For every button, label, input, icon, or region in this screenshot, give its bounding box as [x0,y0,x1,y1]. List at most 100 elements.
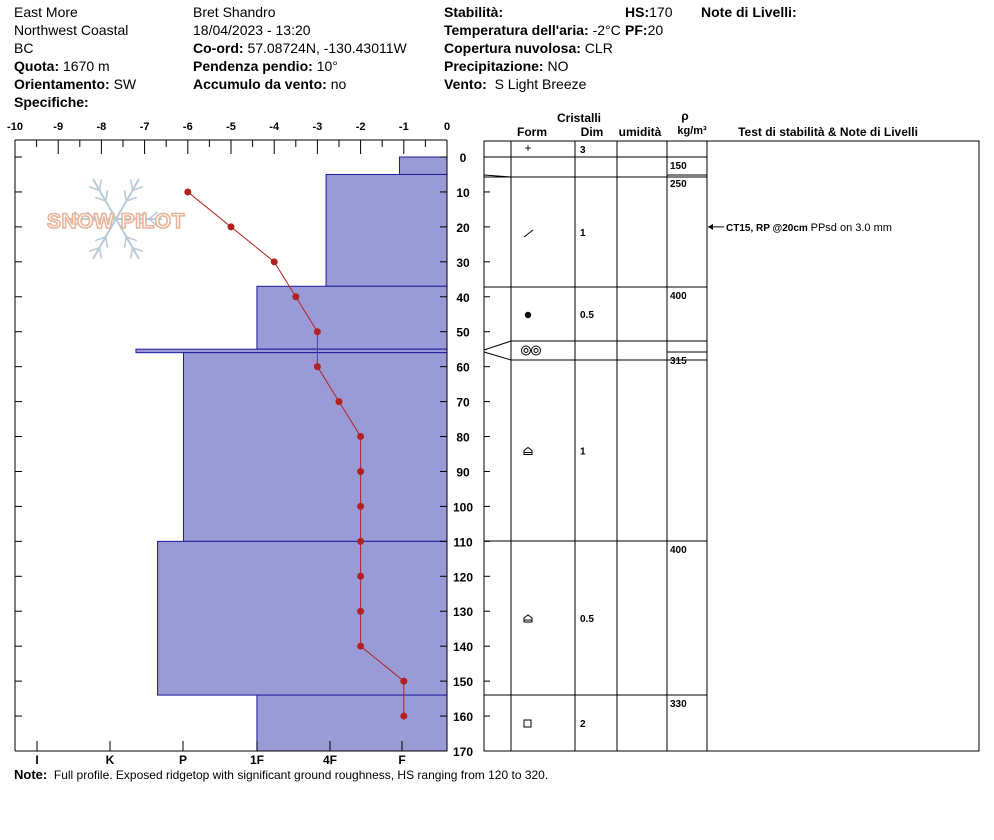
cloud-row: Copertura nuvolosa: CLR [444,40,613,56]
snowflake-branch [86,211,96,220]
hardness-bar [135,348,448,354]
hs-row: HS:170 [625,4,673,20]
grain-size-value: 3 [580,145,586,156]
hardness-axis: I K P 1F 4F F [35,741,406,767]
temperature-point [400,677,408,685]
temperature-point [357,572,365,580]
note-label: Note: [14,767,48,782]
grain-form-symbol [524,311,532,319]
grain-form-symbol [523,348,529,353]
density-value: 315 [670,356,687,367]
specifics-row: Specifiche: [14,94,89,110]
region-name: Northwest Coastal [14,22,129,38]
depth-tick-label: 120 [453,570,473,584]
stability-test-label: CT15, RP @20cm PPsd on 3.0 mm [726,222,892,234]
form-header: Form [517,125,547,139]
header-col1: East More Northwest Coastal BC Quota: 16… [14,3,136,111]
temperature-point [292,293,300,301]
air-temp-row: Temperatura dell'aria: -2°C [444,22,621,38]
grain-size-value: 2 [580,719,586,730]
temperature-tick-label: -7 [140,121,150,133]
snowflake-branch [88,246,100,253]
snowflake-branch [98,247,103,259]
depth-tick-label: 130 [453,605,473,619]
temperature-point [313,328,321,336]
observer-name: Bret Shandro [193,4,276,20]
snowflake-branch [132,246,144,253]
density-unit-header: kg/m³ [677,125,707,137]
snowflake-arm [115,178,140,220]
density-value: 250 [670,179,687,190]
hardness-bar [157,540,448,696]
snowflake-branch [123,190,128,202]
density-value: 400 [670,545,687,556]
snowflake-branch [148,218,159,227]
layer-table: +3 1 0.5 1 0.5 2 150 250 400 315 400 330 CT15, RP @2… [483,140,980,752]
hardness-bar [325,173,448,287]
hardness-bars [135,156,448,752]
depth-tick-label: 70 [456,396,470,410]
depth-tick-label: 20 [456,221,470,235]
crystals-header: Cristalli [557,111,601,125]
snowflake-branch [104,236,109,248]
header-col3: Stabilità: Temperatura dell'aria: -2°C C… [444,3,621,93]
depth-tick-label: 160 [453,710,473,724]
grain-form-symbol [521,345,531,356]
observation-datetime: 18/04/2023 - 13:20 [193,22,311,38]
temperature-axis: -10 -9 -8 -7 -6 -5 -4 -3 -2 -1 0 [7,121,450,154]
header-col5: Note di Livelli: [701,3,797,21]
snowpilot-watermark: SNOW PILOT [46,178,185,260]
depth-tick-label: 110 [453,535,473,549]
density-value: 330 [670,699,687,710]
snowflake-branch [104,190,109,202]
pf-row: PF:20 [625,22,664,38]
temperature-tick-label: -2 [356,121,366,133]
temperature-tick-label: -8 [97,121,107,133]
location-name: East More [14,4,78,20]
table-border [483,140,980,752]
depth-connector [483,340,512,351]
depth-tick-label: 140 [453,640,473,654]
snowflake-arm [92,218,117,260]
snowflake-branch [95,196,106,202]
wind-row: Vento: S Light Breeze [444,76,587,92]
aspect-row: Orientamento: SW [14,76,137,92]
temperature-point [227,223,235,231]
temperature-point [335,398,343,406]
layer-table-headers: Cristalli Form Dim umidità ρ kg/m³ Test … [517,109,918,139]
depth-connector [483,351,512,361]
snowflake-branch [73,218,84,227]
depth-tick-label: 30 [456,256,470,270]
hardness-bar [398,156,448,175]
slope-row: Pendenza pendio: 10° [193,58,338,74]
snowflake-branch [95,236,106,242]
grain-form-symbol [523,614,533,623]
coords-row: Co-ord: 57.08724N, -130.43011W [193,40,407,56]
grain-form-symbol [523,446,533,455]
stability-row: Stabilità: [444,4,504,20]
temperature-tick-label: -6 [183,121,193,133]
temperature-tick-label: 0 [444,121,450,133]
temperature-point [357,537,365,545]
grain-form-symbol [531,345,541,356]
temperature-point [313,363,321,371]
temperature-profile [184,188,408,720]
depth-tick-label: 40 [456,291,470,305]
rho-header: ρ [681,109,688,123]
hardness-bar [182,352,448,542]
hardness-tick-label: F [398,753,405,767]
grain-form-symbol [533,348,539,353]
snowflake-branch [126,196,137,202]
stability-test-arrow [708,223,713,230]
temperature-point [400,712,408,720]
hardness-tick-label: P [179,753,187,767]
precip-row: Precipitazione: NO [444,58,569,74]
province-name: BC [14,40,34,56]
temperature-point [184,188,192,196]
depth-axis: 0 10 20 30 40 50 60 70 80 90 100 110 120 130 140 150 160… [15,151,490,759]
snowflake-branch [86,218,96,227]
snowflake-branch [136,211,146,220]
hardness-tick-label: K [106,753,115,767]
depth-tick-label: 10 [456,186,470,200]
